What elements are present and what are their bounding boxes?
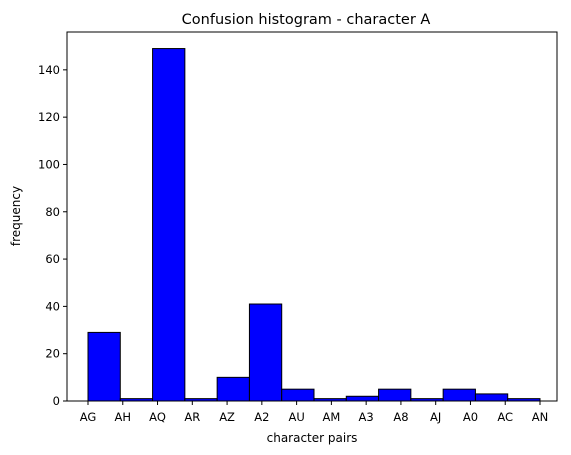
y-tick-label: 20 [45, 347, 60, 361]
x-tick-label: AG [80, 410, 97, 424]
y-tick-label: 80 [45, 205, 60, 219]
x-axis-label: character pairs [267, 431, 358, 445]
bar-A2 [248, 303, 283, 402]
x-tick-label: A3 [359, 410, 374, 424]
y-tick-label: 140 [38, 63, 60, 77]
x-tick-label: AJ [430, 410, 441, 424]
chart-title: Confusion histogram - character A [182, 12, 431, 28]
bar-AU [281, 388, 315, 402]
x-tick-label: AZ [219, 410, 235, 424]
x-tick-label: AN [532, 410, 548, 424]
bar-A3 [345, 395, 380, 402]
y-tick-label: 60 [45, 252, 60, 266]
bar-A0 [442, 388, 476, 402]
x-tick-label: AC [497, 410, 513, 424]
x-tick-label: A8 [393, 410, 408, 424]
bar-AG [87, 331, 121, 402]
bars-group [87, 48, 541, 402]
y-tick-label: 40 [45, 299, 60, 313]
y-axis: 0 20 40 60 80 100 120 140 [38, 63, 67, 408]
y-axis-label: frequency [9, 186, 23, 246]
y-tick-label: 0 [53, 394, 60, 408]
x-tick-label: AH [115, 410, 132, 424]
plot-frame [66, 31, 558, 402]
bar-AC [474, 393, 509, 402]
y-tick-label: 120 [38, 110, 60, 124]
x-tick-label: AM [322, 410, 340, 424]
x-tick-label: AQ [149, 410, 166, 424]
x-tick-label: AR [184, 410, 200, 424]
x-axis: AG AH AQ AR AZ A2 AU AM A3 A8 AJ A0 AC AN [80, 401, 548, 424]
x-tick-label: AU [288, 410, 304, 424]
x-tick-label: A2 [254, 410, 269, 424]
bar-AZ [216, 376, 250, 402]
x-tick-label: A0 [463, 410, 478, 424]
y-tick-label: 100 [38, 157, 60, 171]
bar-A8 [378, 388, 412, 402]
bar-AQ [152, 48, 186, 402]
